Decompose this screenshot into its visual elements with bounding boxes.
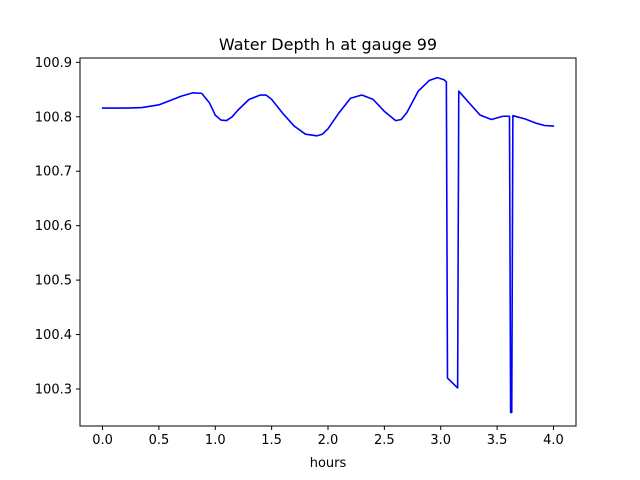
x-tick-label: 3.0 bbox=[430, 433, 451, 448]
y-tick-label: 100.5 bbox=[35, 274, 72, 289]
x-tick-label: 4.0 bbox=[543, 433, 564, 448]
x-tick-label: 0.0 bbox=[92, 433, 113, 448]
x-axis: 0.0 0.5 1.0 1.5 2.0 2.5 3.0 3.5 4.0 bbox=[92, 426, 564, 448]
y-axis: 100.3 100.4 100.5 100.6 100.7 100.8 100.9 bbox=[35, 56, 80, 397]
x-tick-label: 2.5 bbox=[374, 433, 395, 448]
x-tick-label: 1.0 bbox=[205, 433, 226, 448]
y-tick-label: 100.6 bbox=[35, 219, 72, 234]
x-tick-label: 2.0 bbox=[318, 433, 339, 448]
x-tick-label: 3.5 bbox=[487, 433, 508, 448]
x-tick-label: 1.5 bbox=[261, 433, 282, 448]
y-tick-label: 100.3 bbox=[35, 382, 72, 397]
y-tick-label: 100.4 bbox=[35, 328, 72, 343]
series-layer bbox=[101, 76, 555, 414]
x-tick-label: 0.5 bbox=[149, 433, 170, 448]
y-tick-label: 100.9 bbox=[35, 56, 72, 71]
y-tick-label: 100.8 bbox=[35, 110, 72, 125]
series-line bbox=[101, 76, 555, 414]
y-tick-label: 100.7 bbox=[35, 165, 72, 180]
x-axis-label: hours bbox=[310, 456, 347, 471]
chart-title: Water Depth h at gauge 99 bbox=[219, 35, 437, 54]
